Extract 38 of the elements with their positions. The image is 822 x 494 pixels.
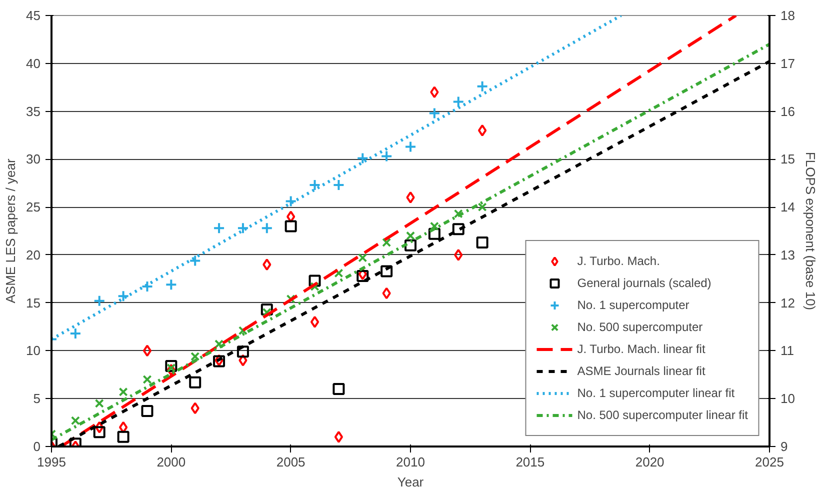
x-tick-label: 2010 — [396, 454, 425, 470]
x-tick-label: 2000 — [156, 454, 186, 470]
y-tick-label: 30 — [26, 152, 41, 167]
x-tick-label: 2005 — [276, 454, 306, 470]
y2-tick-label: 17 — [780, 56, 795, 71]
legend-label: No. 500 supercomputer linear fit — [577, 408, 748, 422]
y2-tick-label: 14 — [780, 200, 795, 215]
y2-tick-label: 9 — [780, 439, 788, 454]
y-axis-title: ASME LES papers / year — [3, 158, 18, 304]
y-tick-label: 10 — [26, 343, 41, 358]
x-tick-label: 2020 — [635, 454, 664, 470]
y2-tick-label: 16 — [780, 104, 795, 119]
legend-label: No. 1 supercomputer linear fit — [577, 386, 735, 400]
legend-label: No. 1 supercomputer — [577, 298, 690, 312]
y2-tick-label: 18 — [780, 8, 795, 23]
y2-tick-label: 12 — [780, 295, 795, 310]
y2-tick-label: 10 — [780, 391, 795, 406]
y2-tick-label: 13 — [780, 247, 795, 262]
y-tick-label: 25 — [26, 200, 41, 215]
y-tick-label: 20 — [26, 247, 41, 262]
legend-label: No. 500 supercomputer — [577, 320, 703, 334]
y-tick-label: 0 — [33, 439, 41, 454]
x-tick-label: 1995 — [37, 454, 66, 470]
y-tick-label: 40 — [26, 56, 41, 71]
y-tick-label: 5 — [33, 391, 41, 406]
x-axis-title: Year — [397, 474, 424, 490]
y2-tick-label: 11 — [780, 343, 794, 358]
y2-tick-label: 15 — [780, 152, 795, 167]
legend-label: General journals (scaled) — [577, 276, 712, 290]
x-tick-label: 2025 — [755, 454, 784, 470]
y2-axis-title: FLOPS exponent (base 10) — [802, 152, 818, 310]
legend-label: J. Turbo. Mach. — [577, 254, 660, 268]
y-tick-label: 45 — [26, 8, 41, 23]
legend-label: ASME Journals linear fit — [577, 364, 706, 378]
y-tick-label: 35 — [26, 104, 41, 119]
legend-label: J. Turbo. Mach. linear fit — [577, 342, 706, 356]
x-tick-label: 2015 — [516, 454, 545, 470]
y-tick-label: 15 — [26, 295, 41, 310]
